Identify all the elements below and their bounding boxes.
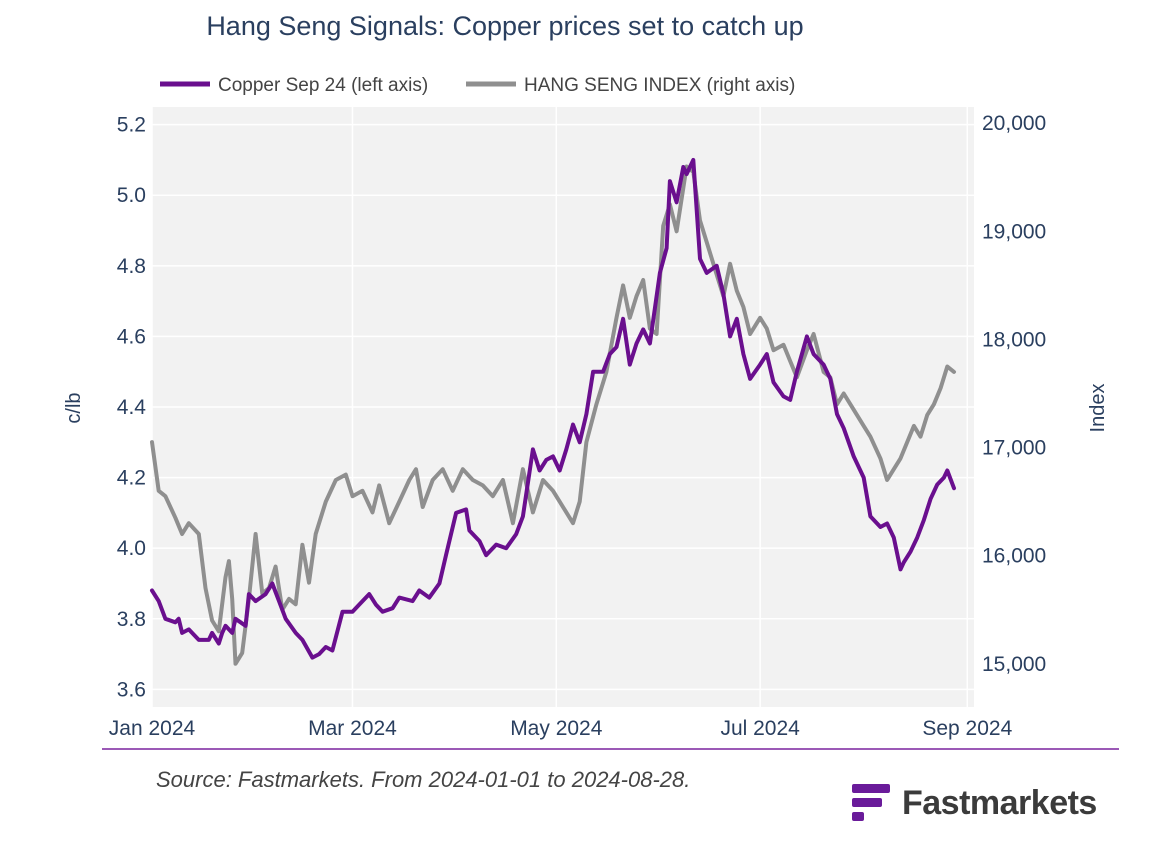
right-tick-label: 18,000 bbox=[982, 328, 1046, 351]
left-tick-label: 4.8 bbox=[117, 255, 146, 278]
left-tick-label: 4.2 bbox=[117, 467, 146, 490]
series-layer bbox=[150, 157, 956, 666]
x-axis-ticks: Jan 2024 Mar 2024 May 2024 Jul 2024 Sep 2024 bbox=[109, 717, 1013, 740]
legend-label-copper: Copper Sep 24 (left axis) bbox=[218, 75, 428, 96]
left-tick-label: 5.2 bbox=[117, 114, 146, 137]
copper-line bbox=[150, 157, 956, 660]
left-tick-label: 5.0 bbox=[117, 184, 146, 207]
right-tick-label: 17,000 bbox=[982, 437, 1046, 460]
x-tick-label: Mar 2024 bbox=[308, 717, 397, 740]
fastmarkets-logo-icon bbox=[852, 780, 892, 826]
right-tick-label: 19,000 bbox=[982, 220, 1046, 243]
right-axis-ticks: 15,000 16,000 17,000 18,000 19,000 20,000 bbox=[982, 112, 1046, 676]
brand-logo: Fastmarkets bbox=[852, 780, 1097, 826]
legend-label-index: HANG SENG INDEX (right axis) bbox=[524, 75, 795, 96]
left-tick-label: 4.0 bbox=[117, 537, 146, 560]
chart-title: Hang Seng Signals: Copper prices set to … bbox=[206, 11, 803, 41]
brand-name: Fastmarkets bbox=[902, 783, 1097, 822]
x-tick-label: May 2024 bbox=[510, 717, 603, 740]
left-tick-label: 3.8 bbox=[117, 608, 146, 631]
x-tick-label: Jul 2024 bbox=[720, 717, 800, 740]
gridlines bbox=[151, 107, 974, 707]
right-tick-label: 15,000 bbox=[982, 653, 1046, 676]
legend: Copper Sep 24 (left axis) HANG SENG INDE… bbox=[160, 75, 795, 96]
right-axis-title: Index bbox=[1087, 384, 1109, 433]
x-tick-label: Sep 2024 bbox=[922, 717, 1012, 740]
source-note: Source: Fastmarkets. From 2024-01-01 to … bbox=[156, 767, 691, 792]
left-axis-title: c/lb bbox=[63, 392, 85, 423]
right-tick-label: 16,000 bbox=[982, 545, 1046, 568]
right-tick-label: 20,000 bbox=[982, 112, 1046, 135]
left-tick-label: 4.6 bbox=[117, 325, 146, 348]
left-axis-ticks: 3.6 3.8 4.0 4.2 4.4 4.6 4.8 5.0 5.2 bbox=[117, 114, 147, 702]
footer-divider bbox=[102, 748, 1119, 750]
x-tick-label: Jan 2024 bbox=[109, 717, 196, 740]
left-tick-label: 4.4 bbox=[117, 396, 147, 419]
left-tick-label: 3.6 bbox=[117, 678, 146, 701]
